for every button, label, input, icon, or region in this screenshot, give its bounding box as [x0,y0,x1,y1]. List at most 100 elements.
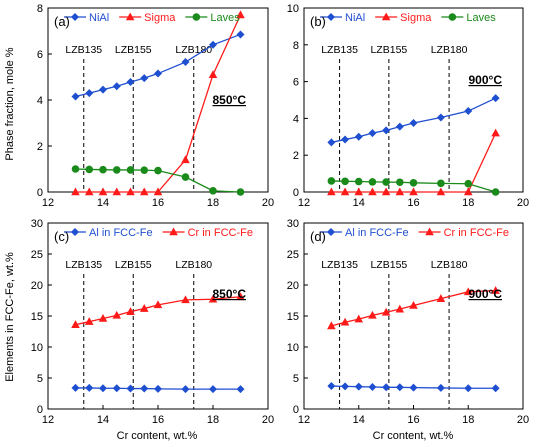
data-point [154,166,162,175]
data-point [327,187,336,196]
x-tick-label: 18 [207,197,219,209]
x-tick-label: 18 [462,414,474,426]
temperature-label: 900°C [469,287,503,301]
data-point [85,383,94,392]
data-point [236,10,245,19]
data-point [409,383,418,392]
data-point [85,89,94,98]
x-tick-label: 12 [42,197,54,209]
data-point [327,177,336,185]
data-point [381,187,391,196]
y-tick-label: 6 [37,49,43,61]
data-point [153,300,163,309]
legend-label: NiAl [89,12,109,24]
composition-label: LZB155 [370,259,407,271]
series-line [75,387,241,390]
data-point [98,313,108,322]
composition-label: LZB155 [370,44,407,56]
composition-label: LZB180 [175,44,212,56]
data-point [236,292,245,301]
data-point [112,384,121,393]
data-point [436,294,446,302]
data-point [99,85,107,94]
data-point [327,321,336,330]
temperature-label: 850°C [213,93,247,107]
data-point [208,70,218,78]
data-point [491,94,500,103]
series-line [331,132,497,193]
data-point [382,383,391,392]
data-point [126,166,135,174]
data-point [153,187,163,196]
data-point [354,314,364,323]
data-point [436,383,445,392]
data-point [327,382,336,391]
y-tick-label: 8 [37,3,43,15]
x-tick-label: 16 [152,197,164,209]
data-point [463,287,473,296]
series-line [331,97,496,143]
series-line [75,168,241,193]
x-tick-label: 14 [353,197,365,209]
legend-marker [327,228,335,236]
series-line [331,289,496,327]
data-point [112,82,121,91]
y-tick-label: 5 [293,373,299,385]
data-point [340,317,350,326]
x-tick-label: 18 [462,197,474,209]
composition-label: LZB135 [321,259,358,271]
legend-marker [125,12,135,21]
series-line [75,14,242,193]
y-tick-label: 5 [37,373,43,385]
legend-marker [425,227,434,236]
y-tick-label: 20 [287,280,299,292]
x-tick-label: 18 [207,414,219,426]
data-point [437,179,445,188]
data-point [140,166,149,174]
data-point [181,385,190,394]
y-tick-label: 4 [37,95,43,107]
y-tick-label: 0 [293,187,299,199]
legend-label: Sigma [400,12,432,24]
data-point [409,300,418,309]
y-tick-label: 6 [293,77,299,89]
composition-label: LZB155 [115,44,152,56]
data-point [341,135,350,144]
data-point [71,92,80,101]
legend-marker [192,13,201,21]
data-point [491,286,500,294]
legend-marker [169,227,178,236]
y-tick-label: 2 [293,150,299,162]
legend-label: Laves [210,12,240,24]
y-tick-label: 20 [31,280,43,292]
panel-label: (d) [310,229,326,244]
y-tick-label: 10 [31,342,43,354]
x-tick-label: 14 [97,414,109,426]
legend-label: Cr in FCC-Fe [188,227,253,239]
data-point [491,188,500,196]
data-point [409,179,418,187]
composition-label: LZB180 [431,44,468,56]
data-point [71,165,80,173]
data-point [395,122,404,131]
data-point [236,188,245,196]
y-tick-label: 10 [287,342,299,354]
data-point [71,320,80,328]
data-point [126,78,135,87]
data-point [368,310,377,319]
series-line [75,296,241,326]
temperature-label: 900°C [469,73,503,87]
panel-3: 12 14 16 18 20 0 5 10 15 20 25 30 LZB135 LZB155 LZB180… [287,218,529,426]
data-point [464,107,473,116]
series-line [75,33,241,98]
composition-label: LZB135 [65,44,102,56]
data-point [209,187,217,195]
x-tick-label: 20 [517,197,529,209]
data-point [381,307,391,316]
data-point [140,74,149,83]
data-point [341,382,350,391]
data-point [112,166,121,174]
data-point [209,385,217,394]
data-point [208,294,218,303]
